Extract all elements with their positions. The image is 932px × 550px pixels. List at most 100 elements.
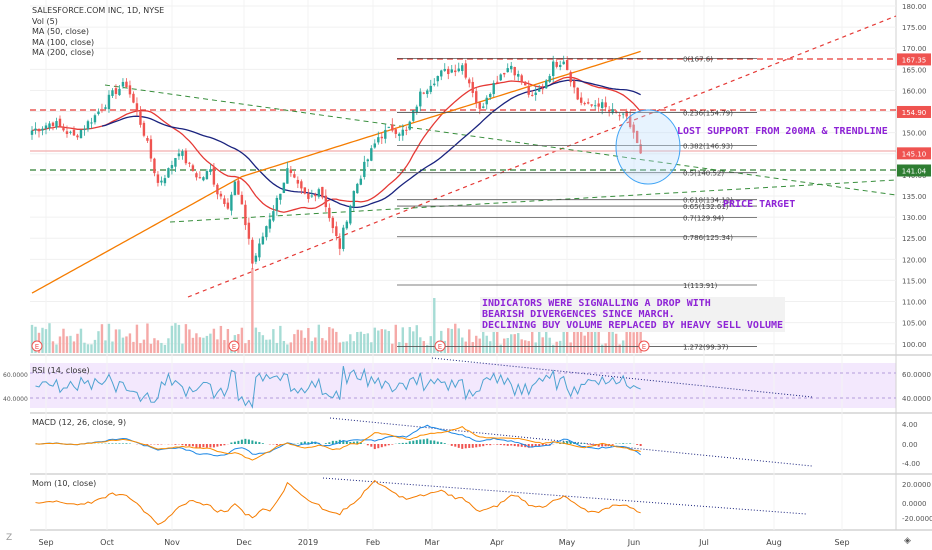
volume-bar [635,324,639,353]
volume-bar [464,341,467,353]
volume-bar [216,339,219,353]
macd-histogram-bar [576,442,579,444]
candle-body [41,128,44,131]
candle-body [254,255,258,262]
volume-bar [139,343,142,353]
candle-body [160,180,163,183]
macd-histogram-bar [303,441,306,444]
candle-body [265,226,268,238]
macd-histogram-bar [461,444,464,449]
zoom-icon[interactable]: Z [6,533,12,543]
candle-body [146,137,149,141]
macd-histogram-bar [391,444,394,445]
volume-bar [258,332,261,353]
volume-bar [541,337,544,353]
candle-body [321,186,324,198]
price-tick-label: 160.00 [902,87,927,95]
candle-body [558,64,562,67]
volume-bar [41,327,44,353]
volume-bar [251,268,254,353]
volume-bar [167,338,170,353]
macd-histogram-bar [156,444,159,445]
candle-body [51,122,55,127]
volume-bar [135,324,139,353]
candle-body [121,81,125,87]
volume-bar [153,338,156,353]
price-labels: 167.35 154.90 145.10 141.04 [897,53,931,177]
time-tick-label: Jun [627,538,641,547]
price-tick-label: 180.00 [902,3,927,11]
candle-body [114,88,118,94]
price-label-box [897,164,931,177]
volume-bar [307,328,310,353]
earnings-marker [31,340,43,352]
fib-label: 0.7(129.94) [683,214,724,222]
volume-bar [331,328,335,353]
price-tick-label: 115.00 [902,277,927,285]
candle-body [223,198,226,205]
macd-histogram-bar [587,444,590,445]
macd-histogram-bar [251,440,254,444]
candle-body [625,111,628,117]
svg-text:E: E [642,343,646,351]
candle-body [139,111,142,125]
volume-bar [475,335,478,353]
candle-body [485,97,488,105]
candle-body [93,115,97,123]
price-tick-label: 175.00 [902,24,927,32]
indicator-tick-label: 40.0000 [902,395,931,403]
volume-bar [300,330,303,353]
candle-body [331,217,335,229]
macd-histogram-bar [485,444,488,446]
volume-bar [177,324,181,353]
candle-body [391,124,394,131]
fib-label: 0.5(140.52) [683,170,724,178]
support-annotation: LOST SUPPORT FROM 200MA & TRENDLINE [677,126,888,137]
price-label-text: 167.35 [902,56,927,64]
volume-bar [510,334,513,353]
symbol-title: SALESFORCE.COM INC, 1D, NYSE [32,6,165,15]
volume-bar [471,342,474,353]
candle-body [569,71,572,83]
macd-signal-line [35,426,641,461]
volume-bar [426,344,429,353]
annotation-line: INDICATORS WERE SIGNALLING A DROP WITH [482,298,711,309]
volume-bar [433,298,436,353]
macd-histogram-bar [237,440,240,444]
candle-body [401,129,404,136]
macd-histogram-bar [335,440,338,444]
volume-bar [384,329,387,353]
macd-histogram-bar [517,444,520,447]
volume-bar [30,324,34,353]
volume-bar [625,325,628,353]
volume-bar [447,328,450,353]
time-axis: Sep Oct Nov Dec 2019 Feb Mar Apr May Jun Jul Aug Sep [38,538,849,547]
volume-bar [142,339,146,353]
macd-histogram-bar [534,444,537,447]
fib-label: 0.618(134.12) [683,197,733,205]
macd-histogram-bar [422,439,425,444]
candle-body [373,143,377,148]
candle-body [55,121,58,128]
volume-bar [607,331,611,353]
volume-bar [279,325,282,353]
candle-body [562,61,565,65]
price-tick-label: 170.00 [902,45,927,53]
candle-body [426,90,429,95]
volume-bar [310,341,314,353]
volume-bar [558,340,562,353]
candle-body [107,94,111,110]
candle-body [310,195,314,197]
macd-histogram-bar [202,444,205,448]
macd-histogram-bar [541,444,544,446]
macd-histogram-bar [408,441,411,444]
candle-body [90,122,93,124]
macd-histogram-bar [205,444,208,448]
indicator-tick-label: 60.0000 [902,371,931,379]
volume-bar [209,333,212,353]
candle-body [97,111,100,115]
candle-body [132,93,135,103]
candle-body [545,80,548,89]
volume-bar [373,327,377,353]
